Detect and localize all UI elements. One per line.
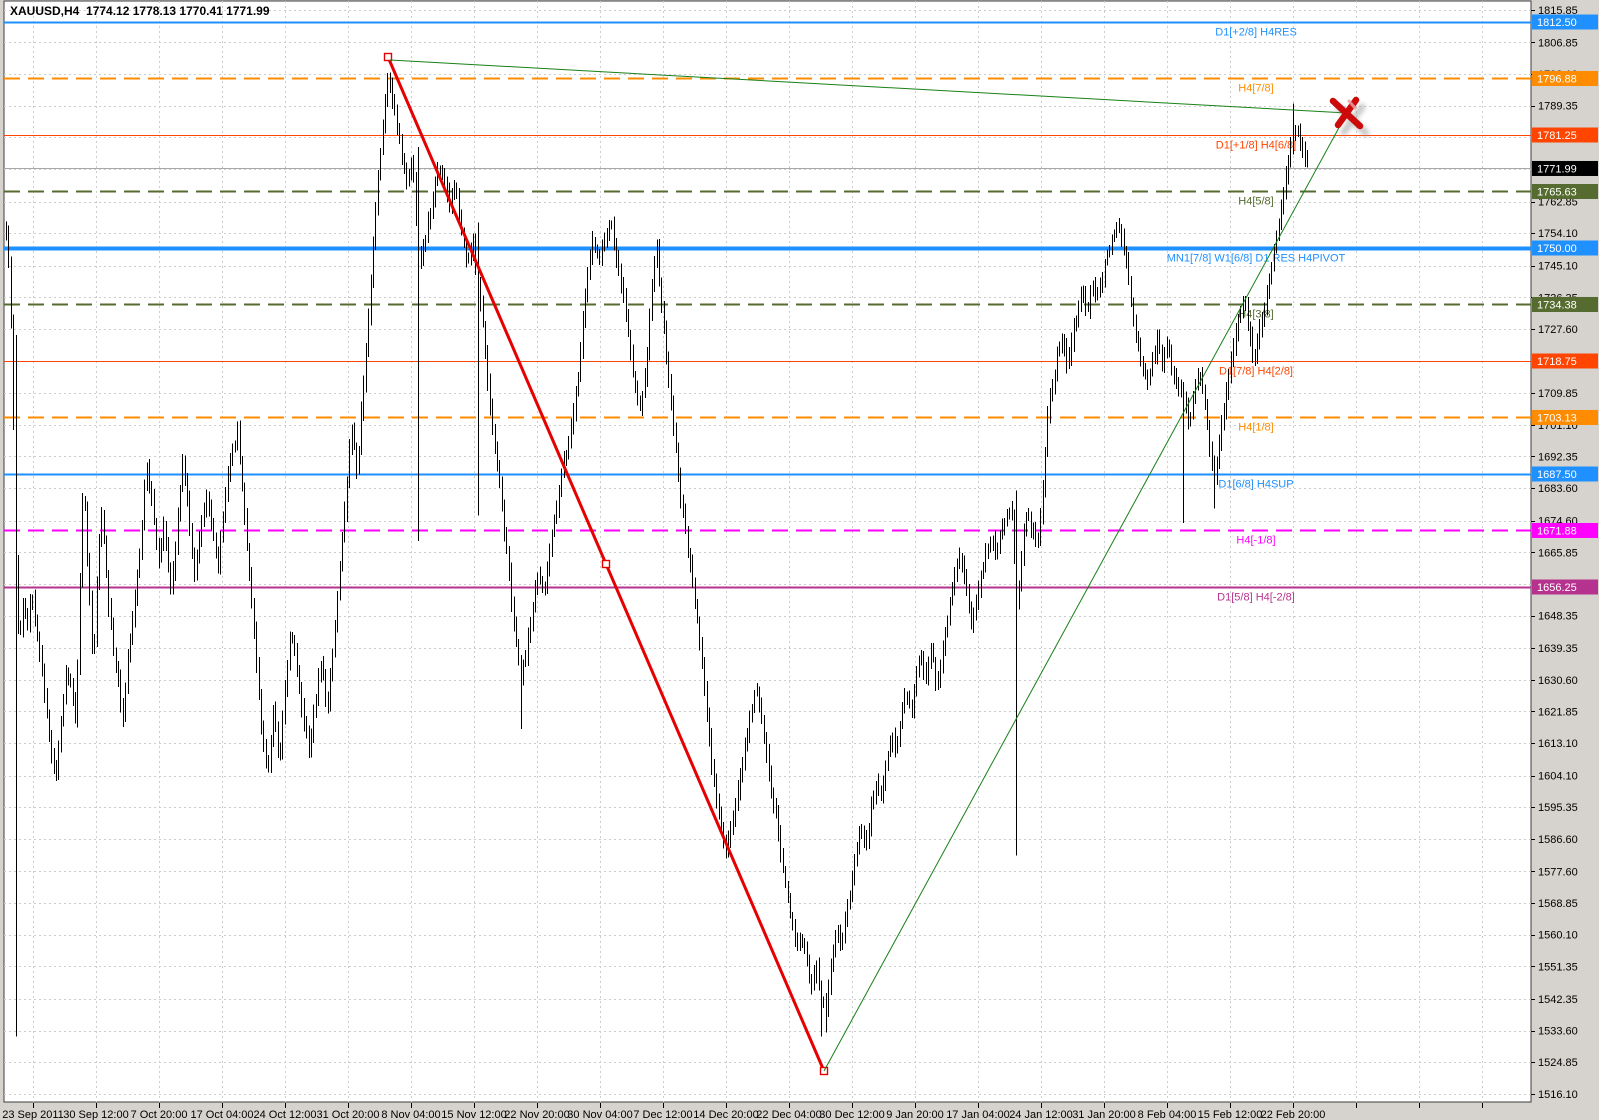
price-tag <box>1532 579 1598 595</box>
price-tick-label: 1754.10 <box>1538 228 1578 240</box>
price-tick-label: 1524.85 <box>1538 1057 1578 1069</box>
price-tag-label: 1812.50 <box>1537 17 1577 29</box>
price-tick-label: 1630.60 <box>1538 675 1578 687</box>
price-tick-label: 1665.85 <box>1538 547 1578 559</box>
price-tick-label: 1533.60 <box>1538 1026 1578 1038</box>
price-tick-label: 1648.35 <box>1538 611 1578 623</box>
murrey-line-label: D1[+1/8] H4[6/8] <box>1216 140 1296 152</box>
time-tick-label: 7 Dec 12:00 <box>633 1109 692 1120</box>
price-axis[interactable]: 1815.851806.851798.101789.351762.851754.… <box>1531 5 1598 1101</box>
time-tick-label: 31 Jan 20:00 <box>1072 1109 1136 1120</box>
price-tag-label: 1765.63 <box>1537 186 1577 198</box>
price-tag <box>1532 409 1598 425</box>
price-tick-label: 1604.10 <box>1538 771 1578 783</box>
price-tick-label: 1727.60 <box>1538 324 1578 336</box>
price-tick-label: 1709.85 <box>1538 388 1578 400</box>
price-tag <box>1532 127 1598 143</box>
price-tag <box>1532 296 1598 312</box>
price-tag-label: 1671.88 <box>1537 525 1577 537</box>
time-tick-label: 8 Nov 04:00 <box>381 1109 440 1120</box>
murrey-line-label: H4[7/8] <box>1238 83 1273 95</box>
price-tick-label: 1639.35 <box>1538 643 1578 655</box>
time-tick-label: 17 Jan 04:00 <box>946 1109 1010 1120</box>
price-tag <box>1532 14 1598 30</box>
green-trendline-lower[interactable] <box>823 112 1348 1072</box>
price-tick-label: 1560.10 <box>1538 930 1578 942</box>
murrey-line-label: H4[5/8] <box>1238 196 1273 208</box>
price-tick-label: 1586.60 <box>1538 834 1578 846</box>
price-tick-label: 1683.60 <box>1538 483 1578 495</box>
price-tick-label: 1568.85 <box>1538 898 1578 910</box>
time-tick-label: 15 Nov 12:00 <box>441 1109 506 1120</box>
time-tick-label: 30 Nov 04:00 <box>567 1109 632 1120</box>
murrey-line-label: D1[+2/8] H4RES <box>1215 27 1297 39</box>
price-tag-label: 1781.25 <box>1537 130 1577 142</box>
price-tag <box>1532 183 1598 199</box>
time-tick-label: 31 Oct 20:00 <box>317 1109 380 1120</box>
price-tick-label: 1762.85 <box>1538 197 1578 209</box>
time-tick-label: 7 Oct 20:00 <box>131 1109 188 1120</box>
price-bars <box>6 72 1308 1037</box>
time-tick-label: 22 Dec 04:00 <box>756 1109 821 1120</box>
time-tick-label: 14 Dec 20:00 <box>693 1109 758 1120</box>
time-tick-label: 30 Dec 12:00 <box>819 1109 884 1120</box>
price-tick-label: 1815.85 <box>1538 5 1578 17</box>
time-tick-label: 17 Oct 04:00 <box>191 1109 254 1120</box>
price-tag <box>1532 70 1598 86</box>
price-tag-label: 1750.00 <box>1537 243 1577 255</box>
price-tick-label: 1577.60 <box>1538 866 1578 878</box>
price-tag-label: 1796.88 <box>1537 73 1577 85</box>
time-tick-label: 23 Sep 2011 <box>2 1109 64 1120</box>
chart-plot-area[interactable] <box>3 0 1532 1103</box>
price-tick-label: 1516.10 <box>1538 1089 1578 1101</box>
price-tick-label: 1789.35 <box>1538 101 1578 113</box>
trendline-handle[interactable] <box>383 52 393 62</box>
time-tick-label: 9 Jan 20:00 <box>886 1109 944 1120</box>
murrey-line-label: H4[-1/8] <box>1236 535 1275 547</box>
green-trendline-upper[interactable] <box>389 59 1348 114</box>
time-tick-label: 15 Feb 12:00 <box>1198 1109 1263 1120</box>
price-tag-label: 1656.25 <box>1537 582 1577 594</box>
time-tick-label: 30 Sep 12:00 <box>63 1109 128 1120</box>
price-tick-label: 1745.10 <box>1538 261 1578 273</box>
murrey-line-label: D1[5/8] H4[-2/8] <box>1217 592 1295 604</box>
time-tick-label: 22 Feb 20:00 <box>1261 1109 1326 1120</box>
price-tick-label: 1595.35 <box>1538 802 1578 814</box>
price-tag-label: 1771.99 <box>1537 163 1577 175</box>
price-tick-label: 1542.35 <box>1538 994 1578 1006</box>
price-tag <box>1532 522 1598 538</box>
price-tick-label: 1692.35 <box>1538 451 1578 463</box>
price-tag-label: 1718.75 <box>1537 356 1577 368</box>
trendline-handle[interactable] <box>601 559 611 569</box>
time-tick-label: 24 Oct 12:00 <box>254 1109 317 1120</box>
sell-cross-marker[interactable] <box>1329 96 1370 137</box>
time-tick-label: 24 Jan 12:00 <box>1009 1109 1073 1120</box>
price-tag <box>1532 353 1598 369</box>
time-tick-label: 22 Nov 20:00 <box>504 1109 569 1120</box>
price-tag <box>1532 466 1598 482</box>
price-tag <box>1532 240 1598 256</box>
price-tick-label: 1806.85 <box>1538 37 1578 49</box>
time-tick-label: 8 Feb 04:00 <box>1138 1109 1197 1120</box>
murrey-line-label: D1[6/8] H4SUP <box>1218 479 1293 491</box>
price-tag-label: 1687.50 <box>1537 469 1577 481</box>
chart-title: XAUUSD,H4 1774.12 1778.13 1770.41 1771.9… <box>10 4 270 18</box>
price-tag-label: 1734.38 <box>1537 299 1577 311</box>
price-tick-label: 1551.35 <box>1538 961 1578 973</box>
price-tick-label: 1613.10 <box>1538 738 1578 750</box>
price-tick-label: 1621.85 <box>1538 706 1578 718</box>
murrey-line-label: MN1[7/8] W1[6/8] D1 RES H4PIVOT <box>1167 253 1346 265</box>
price-tag <box>1532 160 1598 176</box>
price-tag-label: 1703.13 <box>1537 412 1577 424</box>
murrey-line-label: H4[1/8] <box>1238 422 1273 434</box>
murrey-line-label: D1[7/8] H4[2/8] <box>1219 366 1293 378</box>
time-axis[interactable]: 23 Sep 2011 30 Sep 12:00 7 Oct 20:00 17 Oct… <box>2 1103 1483 1120</box>
